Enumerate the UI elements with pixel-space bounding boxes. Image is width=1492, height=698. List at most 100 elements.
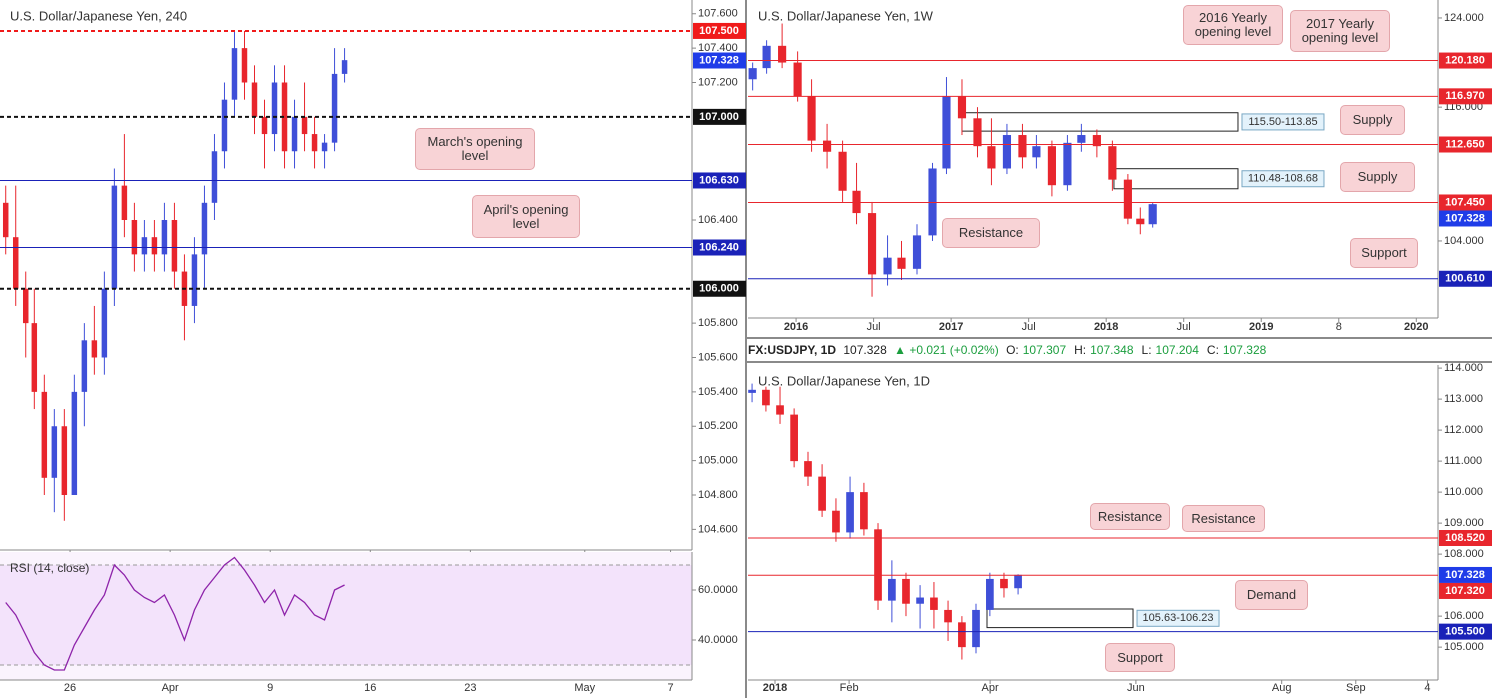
candle-body [231,48,238,100]
candle-body [846,492,854,533]
candle-body [1032,146,1041,158]
ohlc-label: L: [1141,343,1152,357]
level-tag [693,172,746,189]
candle-body [986,578,994,610]
chart-title: U.S. Dollar/Japanese Yen, 1W [758,8,934,23]
y-tick-label: 107.200 [698,76,738,88]
candle-body [131,220,138,255]
zone-label-box [1241,113,1325,131]
x-tick-label: 9 [267,682,273,694]
candle-body [942,96,951,169]
x-tick-label: Sep [1346,682,1366,694]
level-tag [1439,52,1492,69]
candle-body [790,414,798,462]
level-label: 107.328 [1445,569,1485,581]
y-tick-label: 104.000 [1444,235,1484,247]
candle-body [874,529,882,601]
level-label: 107.450 [1445,196,1485,208]
x-tick-label: 2016 [784,321,808,333]
ohlc-label: O: [1006,343,1019,357]
candle-body [221,99,228,152]
level-label: 107.320 [1445,585,1485,597]
y-tick-label: 105.200 [698,420,738,432]
candle-body [748,389,756,393]
ohlc-value: 107.307 [1022,343,1067,357]
candle-body [1014,574,1022,589]
candle-body [804,461,812,477]
candle-body [902,578,910,604]
candle-body [944,609,952,623]
y-tick-label: 112.000 [1444,424,1483,436]
ohlc-item: O: 107.307 [1006,343,1070,357]
candle-body [251,82,258,117]
candle-body [101,288,108,358]
x-tick-label: 2020 [1404,321,1428,333]
candle-body [1148,204,1157,225]
x-tick-label: Apr [162,682,179,694]
ohlc-value: 107.204 [1155,343,1199,357]
ohlc-label: H: [1074,343,1087,357]
change: ▲ +0.021 (+0.02%) [894,343,999,357]
callout: Resistance [942,218,1040,248]
candle-body [22,288,29,324]
level-label: 108.520 [1445,532,1485,544]
candle-body [1077,135,1086,143]
candle-body [161,220,168,255]
callout: 2016 Yearly opening level [1183,5,1283,45]
callout: Support [1105,643,1175,672]
level-label: 105.500 [1445,626,1485,638]
level-tag [1439,270,1492,287]
candle-body [261,116,268,135]
x-tick-label: Aug [1272,682,1292,694]
candle-body [111,185,118,289]
candle-body [852,190,861,214]
candle-body [973,118,982,147]
x-tick-label: May [574,682,595,694]
x-tick-label: 23 [464,682,476,694]
callout: March's opening level [415,128,535,170]
y-tick-label: 106.000 [1444,610,1484,622]
y-tick-label: 105.800 [698,317,738,329]
zone [1113,168,1239,190]
level-tag [1439,210,1492,227]
level-label: 106.240 [699,241,739,253]
level-tag [1439,194,1492,211]
level-tag [1439,88,1492,105]
level-label: 112.650 [1445,138,1484,150]
candle-body [823,140,832,152]
x-tick-label: 2018 [763,682,787,694]
candle-body [1123,179,1132,219]
candle-body [241,48,248,83]
candle-body [211,151,218,203]
callout: Demand [1235,580,1308,610]
candle-body [930,597,938,610]
candle-body [838,151,847,191]
candle-body [748,68,757,80]
candle-body [31,323,38,392]
level-tag [693,239,746,256]
y-tick-label: 106.400 [698,214,738,226]
candle-body [191,254,198,306]
x-tick-label: 7 [667,682,673,694]
callout: 2017 Yearly opening level [1290,10,1390,52]
level-label: 107.000 [699,111,739,123]
candle-body [281,82,288,152]
level-label: 107.500 [699,25,739,37]
symbol: FX:USDJPY, 1D [748,343,837,357]
level-tag [693,108,746,125]
chart-title: U.S. Dollar/Japanese Yen, 240 [10,8,187,23]
y-tick-label: 105.000 [1444,641,1484,653]
candle-body [171,220,178,272]
candle-body [867,213,877,275]
candle-body [807,96,816,141]
candle-body [928,168,937,236]
candle-body [958,622,966,648]
level-tag [693,280,746,297]
y-tick-label: 40.0000 [698,634,738,646]
ohlc-label: C: [1206,343,1219,357]
candle-body [762,45,771,69]
rsi-band [0,565,692,665]
candle-body [2,202,9,238]
y-tick-label: 114.000 [1444,362,1483,374]
